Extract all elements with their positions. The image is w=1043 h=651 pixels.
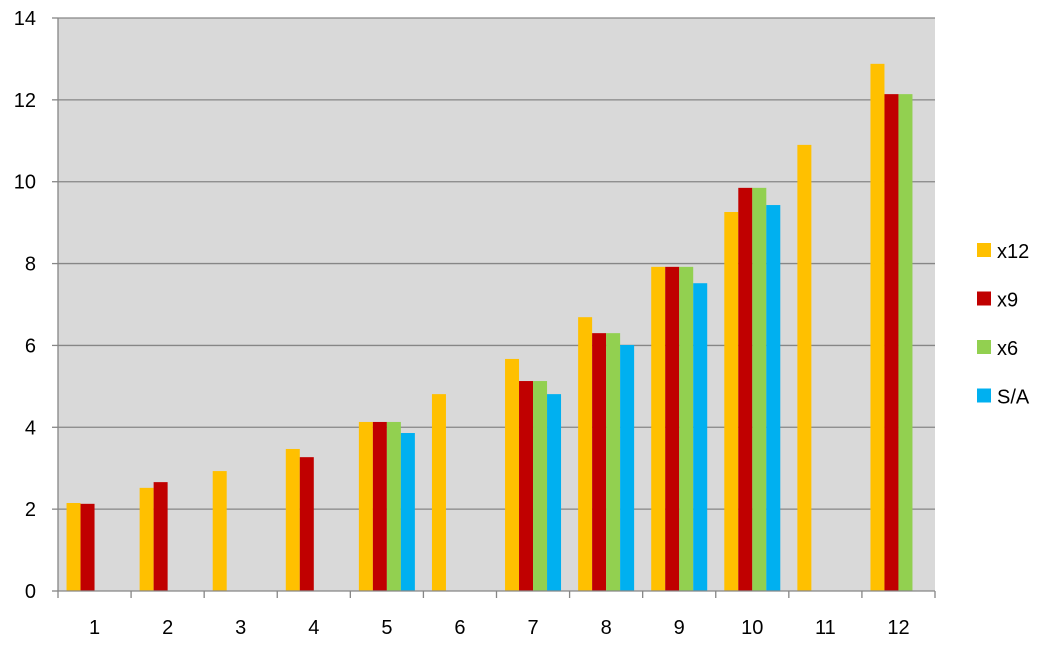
y-tick-label: 14 xyxy=(14,8,36,30)
x-tick-label: 9 xyxy=(674,617,685,639)
legend-swatch xyxy=(977,291,991,306)
bar-x9-4 xyxy=(299,457,314,591)
bar-x12-4 xyxy=(285,448,300,591)
bar-x12-5 xyxy=(358,421,373,591)
bar-x9-9 xyxy=(665,266,680,591)
y-tick-label: 8 xyxy=(25,254,36,276)
bar-x12-10 xyxy=(724,212,739,591)
legend-swatch xyxy=(977,388,991,403)
x-tick-label: 8 xyxy=(601,617,612,639)
y-tick-label: 0 xyxy=(25,581,36,603)
bar-x6-12 xyxy=(898,94,913,592)
legend-swatch xyxy=(977,340,991,354)
legend-label: x12 xyxy=(997,241,1029,263)
bar-x9-8 xyxy=(592,333,607,591)
legend-label: S/A xyxy=(997,387,1030,409)
bar-x6-5 xyxy=(386,421,401,591)
bar-sa-8 xyxy=(620,345,635,591)
legend-label: x6 xyxy=(997,338,1018,360)
y-tick-label: 6 xyxy=(25,335,36,357)
bar-x9-2 xyxy=(153,482,168,591)
y-tick-label: 12 xyxy=(14,90,36,112)
x-tick-label: 10 xyxy=(741,617,763,639)
bar-x12-3 xyxy=(212,471,227,591)
x-tick-label: 2 xyxy=(162,617,173,639)
bar-x12-1 xyxy=(66,503,81,591)
bar-x12-8 xyxy=(578,317,593,591)
bar-sa-9 xyxy=(693,283,708,591)
y-tick-label: 4 xyxy=(25,417,36,439)
x-tick-label: 4 xyxy=(308,617,319,639)
x-tick-label: 12 xyxy=(887,617,909,639)
bar-x9-7 xyxy=(519,381,534,591)
x-tick-label: 5 xyxy=(381,617,392,639)
bar-sa-10 xyxy=(766,205,781,591)
bar-x9-1 xyxy=(80,503,95,591)
y-tick-label: 10 xyxy=(14,172,36,194)
bar-x6-8 xyxy=(606,333,621,591)
bar-x12-9 xyxy=(651,266,666,591)
x-tick-label: 3 xyxy=(235,617,246,639)
plot-area xyxy=(58,18,935,591)
bar-x6-9 xyxy=(679,266,694,591)
bar-x9-12 xyxy=(884,94,899,592)
x-tick-label: 1 xyxy=(89,617,100,639)
x-tick-label: 7 xyxy=(527,617,538,639)
bar-x12-7 xyxy=(505,358,520,591)
bar-x12-6 xyxy=(431,394,446,591)
bar-x6-10 xyxy=(752,187,767,591)
x-tick-label: 11 xyxy=(815,617,836,639)
legend-label: x9 xyxy=(997,290,1018,312)
bar-sa-5 xyxy=(400,433,415,591)
y-tick-label: 2 xyxy=(25,499,36,521)
bar-x6-7 xyxy=(533,381,548,591)
bar-x12-2 xyxy=(139,487,154,591)
bar-sa-7 xyxy=(547,394,562,591)
bar-x9-5 xyxy=(372,421,387,591)
bar-x9-10 xyxy=(738,187,753,591)
x-tick-label: 6 xyxy=(454,617,465,639)
bar-x12-12 xyxy=(870,63,885,591)
legend-swatch xyxy=(977,243,991,257)
bar-x12-11 xyxy=(797,144,812,591)
